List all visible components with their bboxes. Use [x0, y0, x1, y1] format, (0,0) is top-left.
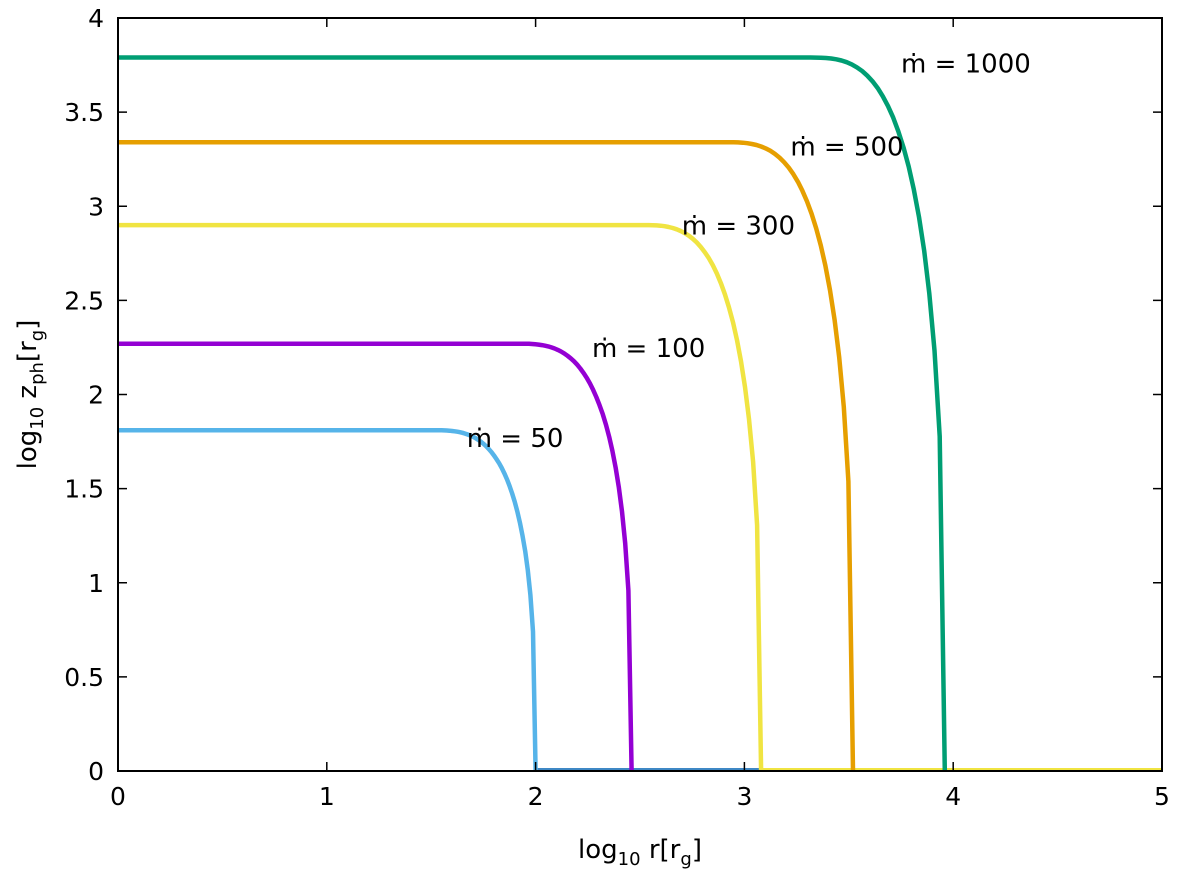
- series-label: ṁ = 100: [592, 334, 705, 364]
- ticks-layer: 0 1 2 3 4 5 0 0.5 1 1.5 2 2.5 3 3.5 4: [64, 4, 1170, 811]
- x-tick-label: 5: [1154, 782, 1170, 811]
- series-label: ṁ = 50: [467, 424, 564, 454]
- y-tick-label: 2.5: [64, 286, 104, 315]
- series-line: [118, 428, 538, 772]
- series-line: [118, 139, 856, 772]
- plot-frame: [117, 17, 1163, 772]
- x-axis-label: log10 r[rg]: [578, 835, 702, 869]
- y-tick-label: 1: [88, 569, 104, 598]
- x-tick-label: 0: [110, 782, 126, 811]
- series-line: [118, 341, 634, 772]
- y-tick-label: 1.5: [64, 475, 104, 504]
- series-labels-layer: ṁ = 50 ṁ = 100 ṁ = 300 ṁ = 500 ṁ = 1000: [467, 50, 1031, 455]
- y-tick-label: 2: [88, 381, 104, 410]
- series-label: ṁ = 500: [790, 132, 903, 162]
- series-layer: [118, 55, 1162, 772]
- x-tick-label: 1: [319, 782, 335, 811]
- y-tick-label: 3.5: [64, 98, 104, 127]
- y-tick-label: 4: [88, 4, 104, 33]
- series-label: ṁ = 1000: [901, 50, 1031, 80]
- x-tick-label: 4: [945, 782, 961, 811]
- series-line: [118, 222, 764, 772]
- y-tick-label: 0.5: [64, 663, 104, 692]
- y-tick-label: 0: [88, 757, 104, 786]
- y-tick-label: 3: [88, 192, 104, 221]
- series-line: [118, 55, 948, 772]
- x-tick-label: 2: [528, 782, 544, 811]
- x-tick-label: 3: [736, 782, 752, 811]
- y-axis-label: log10 zph[rg]: [13, 320, 48, 470]
- series-label: ṁ = 300: [682, 211, 795, 241]
